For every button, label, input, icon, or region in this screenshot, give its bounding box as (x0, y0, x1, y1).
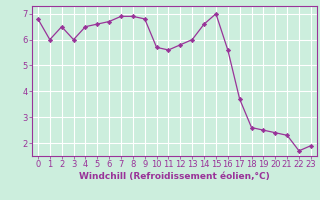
X-axis label: Windchill (Refroidissement éolien,°C): Windchill (Refroidissement éolien,°C) (79, 172, 270, 181)
